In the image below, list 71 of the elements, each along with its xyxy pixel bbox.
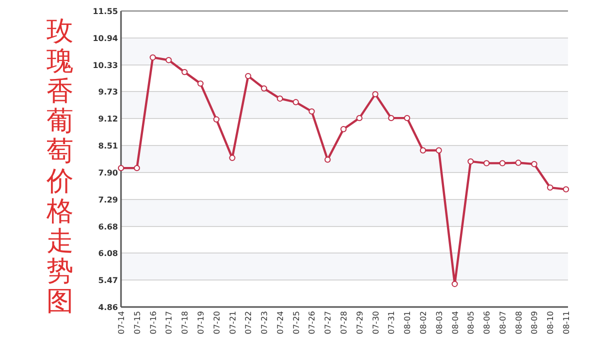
- y-tick-label: 7.90: [98, 168, 118, 178]
- y-tick-label: 6.08: [98, 249, 118, 258]
- point: [245, 72, 252, 80]
- point: [260, 85, 268, 92]
- x-tick-label: 07-31: [387, 311, 396, 334]
- x-tick-label: 07-22: [244, 311, 254, 334]
- x-tick-label: 07-17: [164, 311, 174, 334]
- x-tick-label: 07-29: [355, 311, 364, 334]
- point: [292, 99, 299, 106]
- point: [181, 68, 188, 76]
- y-tick-label: 4.86: [98, 303, 118, 312]
- x-tick-label: 08-03: [434, 311, 444, 334]
- x-tick-label: 07-20: [212, 311, 222, 334]
- point: [515, 160, 522, 166]
- x-tick-label: 08-04: [450, 311, 460, 334]
- x-tick-label: 08-08: [514, 311, 524, 334]
- x-tick-label: 07-18: [180, 311, 190, 334]
- x-tick-label: 07-24: [276, 311, 285, 334]
- point: [483, 160, 490, 166]
- point: [468, 158, 474, 165]
- x-tick-label: 07-19: [196, 311, 206, 334]
- point: [499, 160, 506, 166]
- y-tick-label: 7.29: [98, 195, 118, 204]
- x-tick-label: 08-02: [418, 311, 428, 334]
- y-tick-label: 9.12: [98, 114, 118, 124]
- x-tick-label: 07-14: [117, 311, 126, 334]
- x-tick-label: 07-25: [292, 311, 301, 334]
- x-tick-label: 07-16: [148, 311, 158, 334]
- y-tick-label: 6.68: [98, 222, 118, 232]
- point: [372, 91, 378, 98]
- x-tick-label: 08-07: [498, 311, 508, 334]
- point: [404, 114, 410, 122]
- point: [452, 280, 458, 288]
- x-tick-label: 07-23: [260, 311, 270, 334]
- point: [229, 154, 236, 161]
- y-tick-label: 10.33: [92, 60, 118, 70]
- point: [134, 164, 140, 172]
- x-tick-label: 07-21: [228, 311, 238, 334]
- y-tick-label: 5.47: [98, 276, 118, 286]
- point: [531, 160, 538, 168]
- y-tick-label: 8.51: [98, 142, 118, 151]
- point: [547, 184, 554, 191]
- y-tick-label: 9.73: [98, 88, 118, 97]
- x-tick-label: 08-05: [466, 311, 476, 334]
- x-tick-label: 08-06: [482, 311, 492, 334]
- x-tick-label: 07-15: [132, 311, 142, 334]
- point: [324, 156, 331, 163]
- point: [118, 164, 124, 172]
- x-tick-label: 07-28: [340, 311, 348, 334]
- point: [166, 57, 172, 64]
- point: [276, 96, 284, 102]
- x-tick-label: 07-26: [308, 311, 317, 334]
- x-tick-label: 07-27: [324, 311, 333, 334]
- point: [197, 80, 204, 87]
- x-tick-label: 08-11: [562, 311, 571, 334]
- y-tick-label: 10.94: [92, 34, 118, 43]
- point: [436, 147, 442, 154]
- x-tick-label: 08-01: [403, 311, 412, 334]
- point: [213, 116, 220, 122]
- x-tick-label: 08-09: [530, 311, 540, 334]
- point: [388, 114, 394, 122]
- point: [150, 54, 156, 61]
- x-tick-label: 07-30: [371, 311, 380, 334]
- chart-title: 玫瑰香葡萄价格走势图: [46, 16, 74, 317]
- x-tick-label: 08-10: [546, 311, 556, 334]
- point: [340, 126, 347, 132]
- point: [562, 186, 570, 192]
- point: [356, 114, 362, 122]
- point: [308, 108, 315, 115]
- y-tick-label: 11.55: [92, 7, 118, 16]
- point: [420, 147, 426, 154]
